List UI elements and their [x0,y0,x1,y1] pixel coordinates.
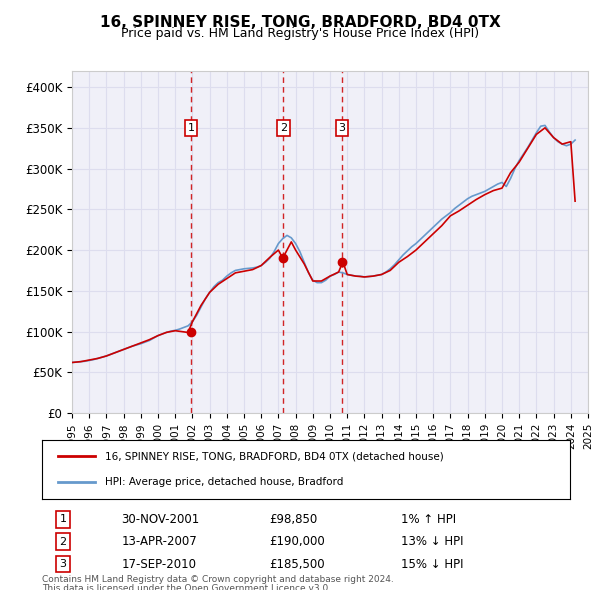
Text: 16, SPINNEY RISE, TONG, BRADFORD, BD4 0TX (detached house): 16, SPINNEY RISE, TONG, BRADFORD, BD4 0T… [106,451,444,461]
Text: 15% ↓ HPI: 15% ↓ HPI [401,558,464,571]
Text: 1: 1 [187,123,194,133]
Text: 2: 2 [280,123,287,133]
Text: £98,850: £98,850 [269,513,317,526]
Text: This data is licensed under the Open Government Licence v3.0.: This data is licensed under the Open Gov… [42,584,331,590]
Text: Price paid vs. HM Land Registry's House Price Index (HPI): Price paid vs. HM Land Registry's House … [121,27,479,40]
Text: Contains HM Land Registry data © Crown copyright and database right 2024.: Contains HM Land Registry data © Crown c… [42,575,394,584]
Text: 3: 3 [338,123,346,133]
Text: 30-NOV-2001: 30-NOV-2001 [121,513,199,526]
Text: 17-SEP-2010: 17-SEP-2010 [121,558,196,571]
Text: HPI: Average price, detached house, Bradford: HPI: Average price, detached house, Brad… [106,477,344,487]
Text: £190,000: £190,000 [269,535,325,548]
Text: 2: 2 [59,537,67,547]
Text: 16, SPINNEY RISE, TONG, BRADFORD, BD4 0TX: 16, SPINNEY RISE, TONG, BRADFORD, BD4 0T… [100,15,500,30]
Text: 3: 3 [59,559,67,569]
Text: 1% ↑ HPI: 1% ↑ HPI [401,513,456,526]
Text: 1: 1 [59,514,67,525]
Text: £185,500: £185,500 [269,558,325,571]
Text: 13% ↓ HPI: 13% ↓ HPI [401,535,464,548]
Text: 13-APR-2007: 13-APR-2007 [121,535,197,548]
